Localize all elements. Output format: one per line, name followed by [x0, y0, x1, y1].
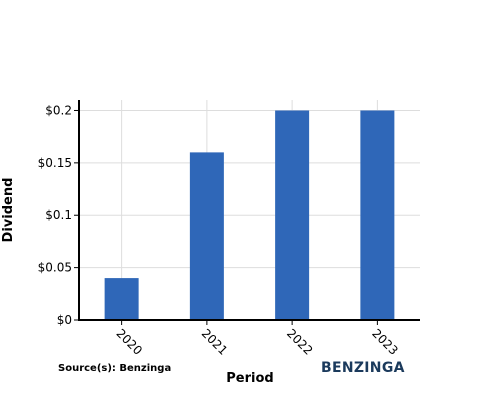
- bar-2023: [360, 110, 395, 320]
- y-tick-label: $0.1: [45, 208, 72, 222]
- y-tick-label: $0.2: [45, 103, 72, 117]
- x-tick-label: 2020: [114, 326, 145, 357]
- bar-2021: [189, 152, 224, 320]
- x-tick-label: 2022: [284, 326, 315, 357]
- x-tick-label: 2021: [199, 326, 230, 357]
- y-axis-title: Dividend: [1, 178, 16, 243]
- bars: [104, 110, 395, 320]
- x-tick-labels: 2020 2021 2022 2023: [114, 326, 401, 357]
- bar-2020: [104, 278, 139, 320]
- y-tick-labels: $0 $0.05 $0.1 $0.15 $0.2: [38, 103, 72, 327]
- bar-2022: [275, 110, 310, 320]
- x-axis-title: Period: [226, 371, 273, 386]
- benzinga-logo: BENZINGA: [321, 360, 405, 376]
- y-tick-label: $0.15: [38, 156, 72, 170]
- x-tick-label: 2023: [369, 326, 400, 357]
- y-tick-label: $0: [57, 313, 72, 327]
- source-note: Source(s): Benzinga: [58, 363, 172, 374]
- y-tick-label: $0.05: [38, 261, 72, 275]
